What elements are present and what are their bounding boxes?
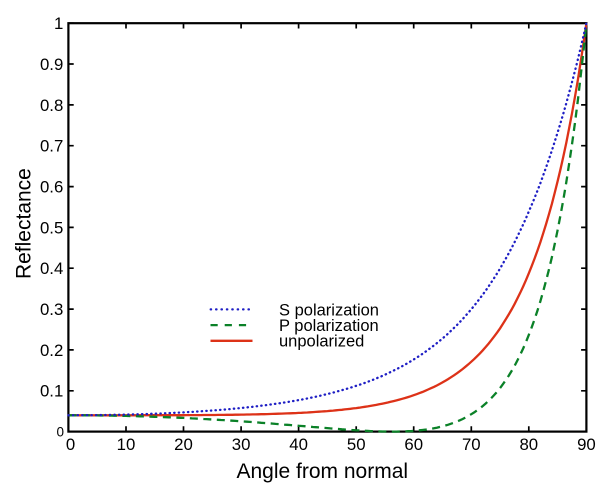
svg-text:20: 20 xyxy=(174,435,193,454)
svg-text:P polarization: P polarization xyxy=(279,317,379,335)
svg-text:1: 1 xyxy=(54,14,63,33)
svg-text:S polarization: S polarization xyxy=(279,301,379,319)
svg-text:0: 0 xyxy=(56,424,64,439)
svg-text:30: 30 xyxy=(232,435,251,454)
svg-text:0.7: 0.7 xyxy=(40,137,63,156)
svg-text:90: 90 xyxy=(577,435,596,454)
svg-text:0.1: 0.1 xyxy=(40,382,63,401)
svg-text:0.4: 0.4 xyxy=(40,259,63,278)
svg-text:Angle from normal: Angle from normal xyxy=(237,460,409,483)
svg-text:Reflectance: Reflectance xyxy=(13,168,36,279)
svg-text:0.8: 0.8 xyxy=(40,96,63,115)
svg-text:40: 40 xyxy=(289,435,308,454)
svg-text:80: 80 xyxy=(519,435,538,454)
svg-text:0.6: 0.6 xyxy=(40,178,63,197)
svg-text:50: 50 xyxy=(347,435,366,454)
svg-text:0.2: 0.2 xyxy=(40,341,63,360)
svg-text:0.9: 0.9 xyxy=(40,55,63,74)
svg-text:unpolarized: unpolarized xyxy=(279,333,364,351)
svg-text:60: 60 xyxy=(404,435,423,454)
svg-text:70: 70 xyxy=(462,435,481,454)
svg-text:0.3: 0.3 xyxy=(40,300,63,319)
svg-text:0.5: 0.5 xyxy=(40,218,63,237)
svg-text:0: 0 xyxy=(66,435,75,454)
svg-text:10: 10 xyxy=(117,435,136,454)
